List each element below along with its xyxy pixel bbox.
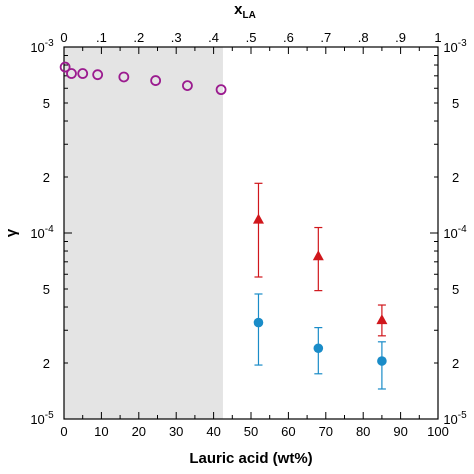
y-axis-title: γ	[3, 228, 20, 237]
x-tick-label: 50	[244, 424, 258, 439]
y-minor-label-right: 5	[452, 282, 459, 297]
y-tick-label: 10-3	[30, 38, 54, 55]
x-tick-label: 40	[206, 424, 220, 439]
series-2	[253, 293, 387, 390]
y-minor-label-right: 5	[452, 96, 459, 111]
x-top-tick-label: .3	[171, 30, 182, 45]
series-0	[59, 61, 227, 96]
x-tick-label: 0	[60, 424, 67, 439]
series-1	[252, 182, 388, 337]
y-tick-label: 10-5	[30, 410, 54, 427]
x-top-tick-label: .5	[246, 30, 257, 45]
y-minor-label: 2	[43, 170, 50, 185]
x-tick-label: 90	[393, 424, 407, 439]
data-point-open-circle	[66, 68, 77, 79]
y-tick-label-right: 10-5	[443, 410, 467, 427]
data-point-filled-circle	[253, 317, 264, 328]
data-point-open-circle	[77, 68, 89, 79]
x-tick-label: 30	[169, 424, 183, 439]
x-top-tick-label: .1	[96, 30, 107, 45]
data-point-open-circle	[59, 61, 71, 73]
x-tick-label: 60	[281, 424, 295, 439]
series-layer	[59, 61, 388, 390]
data-point-filled-triangle	[252, 213, 264, 224]
x-tick-label: 80	[356, 424, 370, 439]
y-minor-label: 5	[43, 96, 50, 111]
x-top-tick-label: .9	[395, 30, 406, 45]
y-minor-label-right: 2	[452, 356, 459, 371]
x-tick-label: 70	[319, 424, 333, 439]
data-point-filled-circle	[313, 343, 324, 354]
x-top-axis-title-sub: LA	[243, 10, 256, 21]
data-point-open-circle	[150, 75, 162, 86]
x-top-tick-label: .7	[320, 30, 331, 45]
x-tick-label: 10	[94, 424, 108, 439]
x-top-tick-label: 1	[434, 30, 441, 45]
x-axis-title: Lauric acid (wt%)	[189, 450, 312, 467]
x-tick-label: 100	[427, 424, 449, 439]
x-top-tick-label: .4	[208, 30, 219, 45]
data-point-filled-circle	[377, 356, 387, 366]
x-top-axis-title: xLA	[234, 1, 256, 21]
x-top-tick-label: .8	[358, 30, 369, 45]
x-top-axis-title-main: x	[234, 1, 243, 18]
x-tick-label: 20	[132, 424, 146, 439]
data-point-open-circle	[182, 80, 193, 92]
shaded-region	[64, 47, 223, 419]
x-top-tick-label: 0	[60, 30, 67, 45]
ticks-layer: 0 10 20 30 40 50 60 70 80 90 100 0 .1 .2 .3 .4 .5 .6 .7 .8.…	[30, 30, 467, 439]
y-minor-label: 2	[43, 356, 50, 371]
y-tick-label-right: 10-3	[443, 38, 467, 55]
x-top-tick-label: .6	[283, 30, 294, 45]
y-tick-label: 10-4	[30, 224, 54, 241]
data-point-filled-triangle	[312, 250, 324, 261]
data-point-open-circle	[118, 71, 130, 83]
data-point-open-circle	[215, 84, 227, 96]
y-minor-label-right: 2	[452, 170, 459, 185]
y-tick-label-right: 10-4	[443, 224, 467, 241]
y-minor-label: 5	[43, 282, 50, 297]
x-top-tick-label: .2	[133, 30, 144, 45]
data-point-filled-triangle	[376, 314, 388, 325]
data-point-open-circle	[92, 69, 104, 81]
